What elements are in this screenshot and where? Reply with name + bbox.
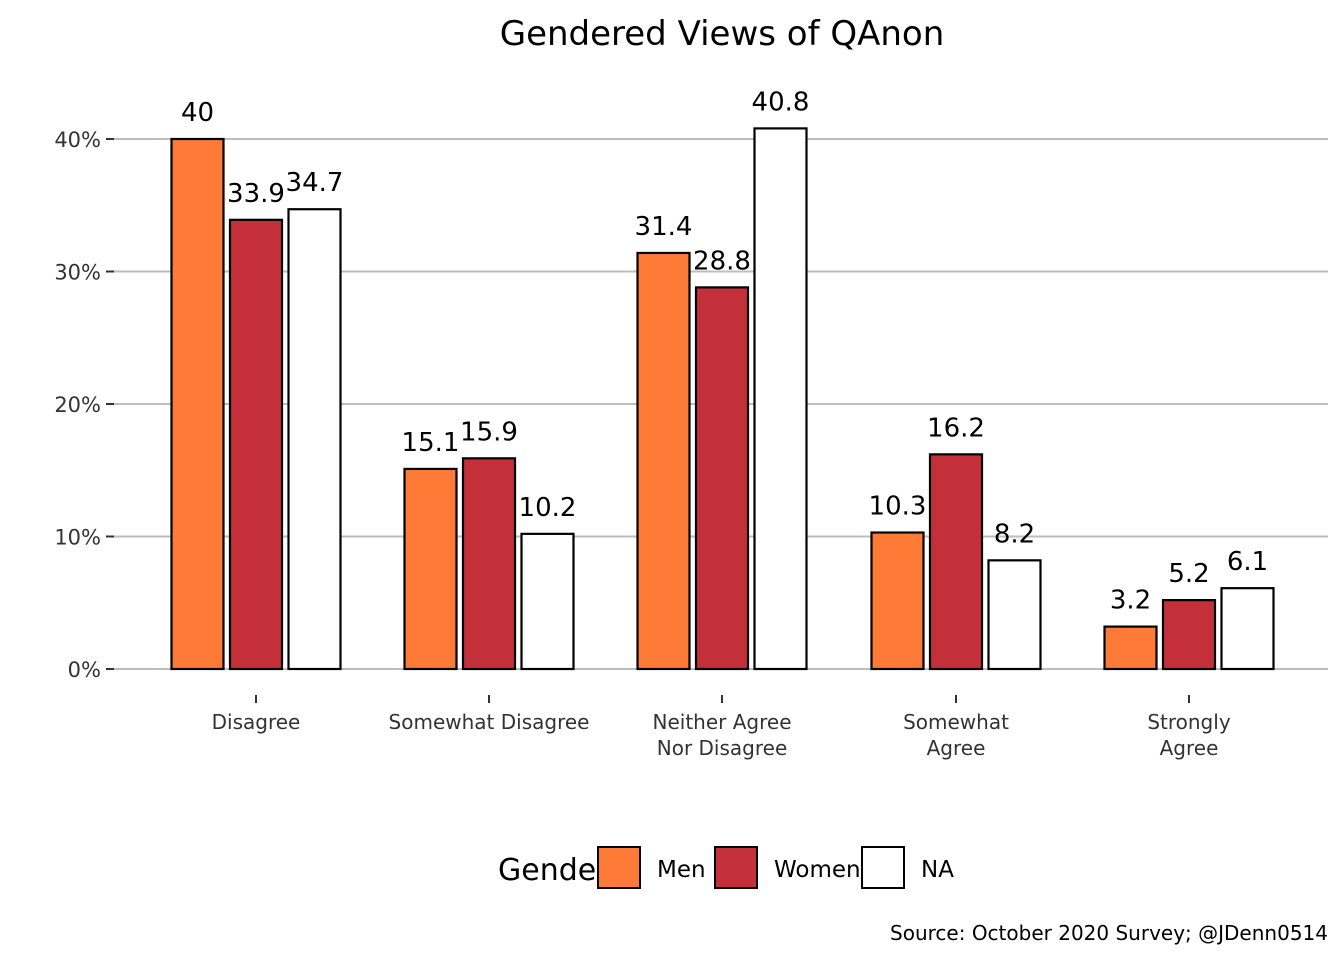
bar-men-2 [403,467,458,671]
data-label: 34.7 [286,168,344,198]
legend-label: Women [774,857,861,883]
x-tick-label: Strongly [1147,710,1230,734]
x-axis: Disagree Somewhat Disagree Neither AgreeNo… [212,695,1231,760]
x-tick-label: Neither Agree [653,710,792,734]
x-tick-label: Somewhat [903,710,1009,734]
y-tick-label: 10% [54,526,101,550]
bar-na-4 [987,559,1042,671]
bar-men-4 [870,531,925,671]
source-caption: Source: October 2020 Survey; @JDenn0514 [890,921,1328,945]
bar-men-5 [1103,625,1158,671]
bar-na-3 [753,127,808,671]
legend-key-men [597,846,641,889]
bar-women-4 [928,453,984,671]
data-label: 15.9 [460,417,518,447]
data-label: 8.2 [994,519,1035,549]
bar-women-2 [461,457,517,671]
data-label: 28.8 [693,246,751,276]
data-label: 15.1 [402,428,460,458]
chart-title: Gendered Views of QAnon [500,14,945,54]
bar-na-2 [520,532,575,671]
legend-label: Men [657,857,706,883]
bar-na-1 [287,208,342,671]
y-tick-label: 40% [54,128,101,152]
data-label: 40.8 [752,87,810,117]
bar-women-5 [1161,598,1217,671]
legend-title: Gender [498,853,609,888]
data-label: 6.1 [1227,547,1268,577]
x-tick-label: Disagree [212,710,301,734]
x-tick-label: Nor Disagree [657,736,788,760]
data-label: 40 [181,98,214,128]
bar-men-3 [636,251,691,671]
legend-key-na [861,846,905,889]
bar-women-3 [694,286,750,671]
y-tick-label: 20% [54,393,101,417]
y-tick-label: 0% [68,658,101,682]
x-tick-label: Agree [927,736,986,760]
y-axis: 0% 10% 20% 30% 40% [54,128,114,682]
data-label: 10.2 [519,493,577,523]
y-tick-label: 30% [54,261,101,285]
bars [170,127,1275,671]
bar-men-1 [170,137,225,671]
x-tick-label: Agree [1160,736,1219,760]
data-label: 3.2 [1110,586,1151,616]
bar-na-5 [1220,587,1275,671]
x-tick-label: Somewhat Disagree [389,710,590,734]
legend-label: NA [921,857,954,883]
data-label: 16.2 [927,413,985,443]
data-label: 33.9 [227,179,285,209]
data-label: 5.2 [1168,559,1209,589]
data-label: 31.4 [635,212,693,242]
bar-women-1 [228,218,284,671]
legend: Gender Men Women NA [498,846,954,889]
data-label: 10.3 [869,492,927,522]
legend-key-women [714,846,758,889]
data-labels: 40 33.9 34.7 15.1 15.9 10.2 31.428.8 40.8 10.3 16… [181,87,1268,615]
